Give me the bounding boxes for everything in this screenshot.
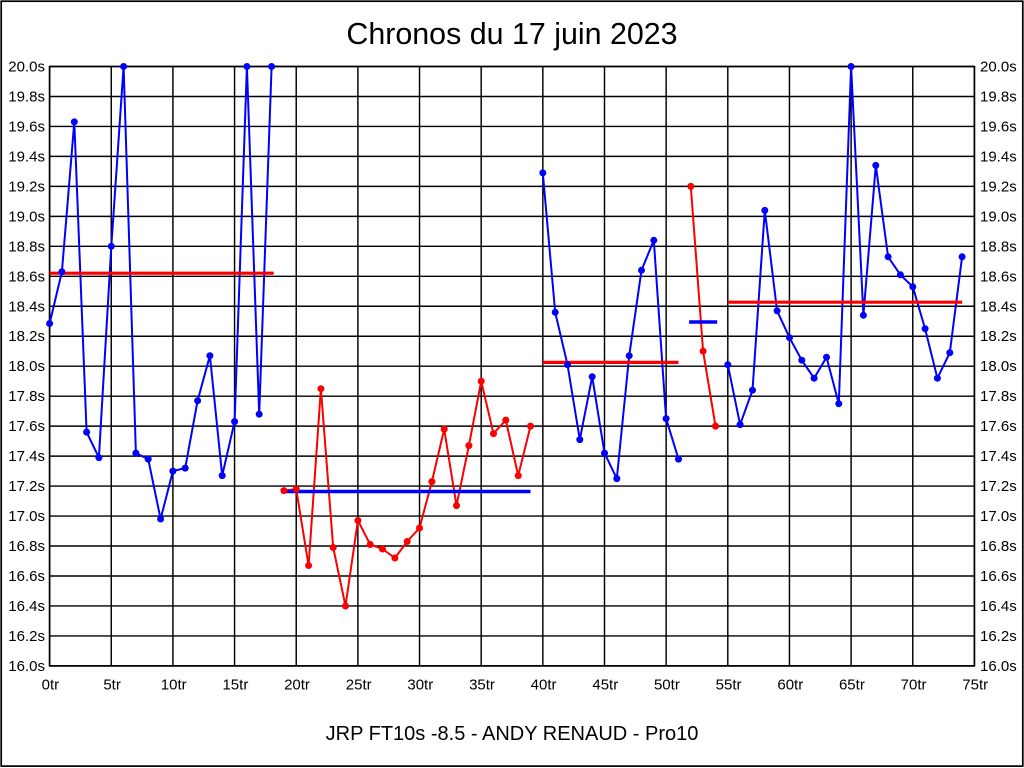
svg-text:19.4s: 19.4s <box>8 148 45 165</box>
svg-text:18.4s: 18.4s <box>8 298 45 315</box>
svg-text:16.6s: 16.6s <box>980 568 1017 585</box>
svg-text:40tr: 40tr <box>531 676 557 693</box>
svg-text:10tr: 10tr <box>161 676 187 693</box>
svg-text:Chronos du 17 juin 2023: Chronos du 17 juin 2023 <box>346 17 677 51</box>
svg-text:50tr: 50tr <box>654 676 680 693</box>
svg-text:20tr: 20tr <box>284 676 310 693</box>
svg-text:75tr: 75tr <box>962 676 988 693</box>
svg-text:70tr: 70tr <box>901 676 927 693</box>
svg-text:19.4s: 19.4s <box>980 148 1017 165</box>
svg-text:16.2s: 16.2s <box>8 628 45 645</box>
svg-text:15tr: 15tr <box>222 676 248 693</box>
svg-text:19.0s: 19.0s <box>980 208 1017 225</box>
svg-text:16.0s: 16.0s <box>980 658 1017 675</box>
svg-text:16.8s: 16.8s <box>980 538 1017 555</box>
svg-text:5tr: 5tr <box>103 676 121 693</box>
svg-text:18.0s: 18.0s <box>980 358 1017 375</box>
svg-text:16.4s: 16.4s <box>980 598 1017 615</box>
svg-text:17.6s: 17.6s <box>980 418 1017 435</box>
svg-text:JRP FT10s -8.5 - ANDY RENAUD -: JRP FT10s -8.5 - ANDY RENAUD - Pro10 <box>326 723 699 745</box>
svg-text:17.6s: 17.6s <box>8 418 45 435</box>
svg-text:17.0s: 17.0s <box>8 508 45 525</box>
svg-text:65tr: 65tr <box>839 676 865 693</box>
svg-text:19.6s: 19.6s <box>8 118 45 135</box>
svg-text:30tr: 30tr <box>407 676 433 693</box>
svg-text:19.8s: 19.8s <box>8 89 45 106</box>
svg-text:16.0s: 16.0s <box>8 658 45 675</box>
svg-text:19.2s: 19.2s <box>980 178 1017 195</box>
svg-text:18.6s: 18.6s <box>980 268 1017 285</box>
svg-text:19.2s: 19.2s <box>8 178 45 195</box>
svg-text:17.2s: 17.2s <box>8 478 45 495</box>
svg-text:16.8s: 16.8s <box>8 538 45 555</box>
svg-text:45tr: 45tr <box>592 676 618 693</box>
svg-text:16.4s: 16.4s <box>8 598 45 615</box>
svg-text:25tr: 25tr <box>346 676 372 693</box>
svg-text:17.8s: 17.8s <box>8 388 45 405</box>
svg-text:60tr: 60tr <box>777 676 803 693</box>
svg-text:17.0s: 17.0s <box>980 508 1017 525</box>
svg-text:19.0s: 19.0s <box>8 208 45 225</box>
svg-text:18.0s: 18.0s <box>8 358 45 375</box>
svg-text:18.2s: 18.2s <box>8 328 45 345</box>
svg-text:17.4s: 17.4s <box>8 448 45 465</box>
svg-text:19.6s: 19.6s <box>980 118 1017 135</box>
svg-text:20.0s: 20.0s <box>980 59 1017 76</box>
svg-text:0tr: 0tr <box>42 676 60 693</box>
svg-text:19.8s: 19.8s <box>980 89 1017 106</box>
svg-text:17.8s: 17.8s <box>980 388 1017 405</box>
svg-text:20.0s: 20.0s <box>8 59 45 76</box>
svg-text:18.6s: 18.6s <box>8 268 45 285</box>
svg-text:17.4s: 17.4s <box>980 448 1017 465</box>
svg-text:18.8s: 18.8s <box>980 238 1017 255</box>
svg-text:16.6s: 16.6s <box>8 568 45 585</box>
svg-text:18.4s: 18.4s <box>980 298 1017 315</box>
svg-text:55tr: 55tr <box>716 676 742 693</box>
svg-text:18.8s: 18.8s <box>8 238 45 255</box>
svg-text:17.2s: 17.2s <box>980 478 1017 495</box>
svg-text:35tr: 35tr <box>469 676 495 693</box>
svg-text:16.2s: 16.2s <box>980 628 1017 645</box>
svg-text:18.2s: 18.2s <box>980 328 1017 345</box>
